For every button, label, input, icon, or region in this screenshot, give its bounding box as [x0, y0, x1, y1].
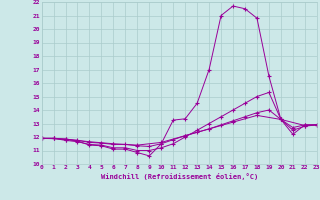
- X-axis label: Windchill (Refroidissement éolien,°C): Windchill (Refroidissement éolien,°C): [100, 173, 258, 180]
